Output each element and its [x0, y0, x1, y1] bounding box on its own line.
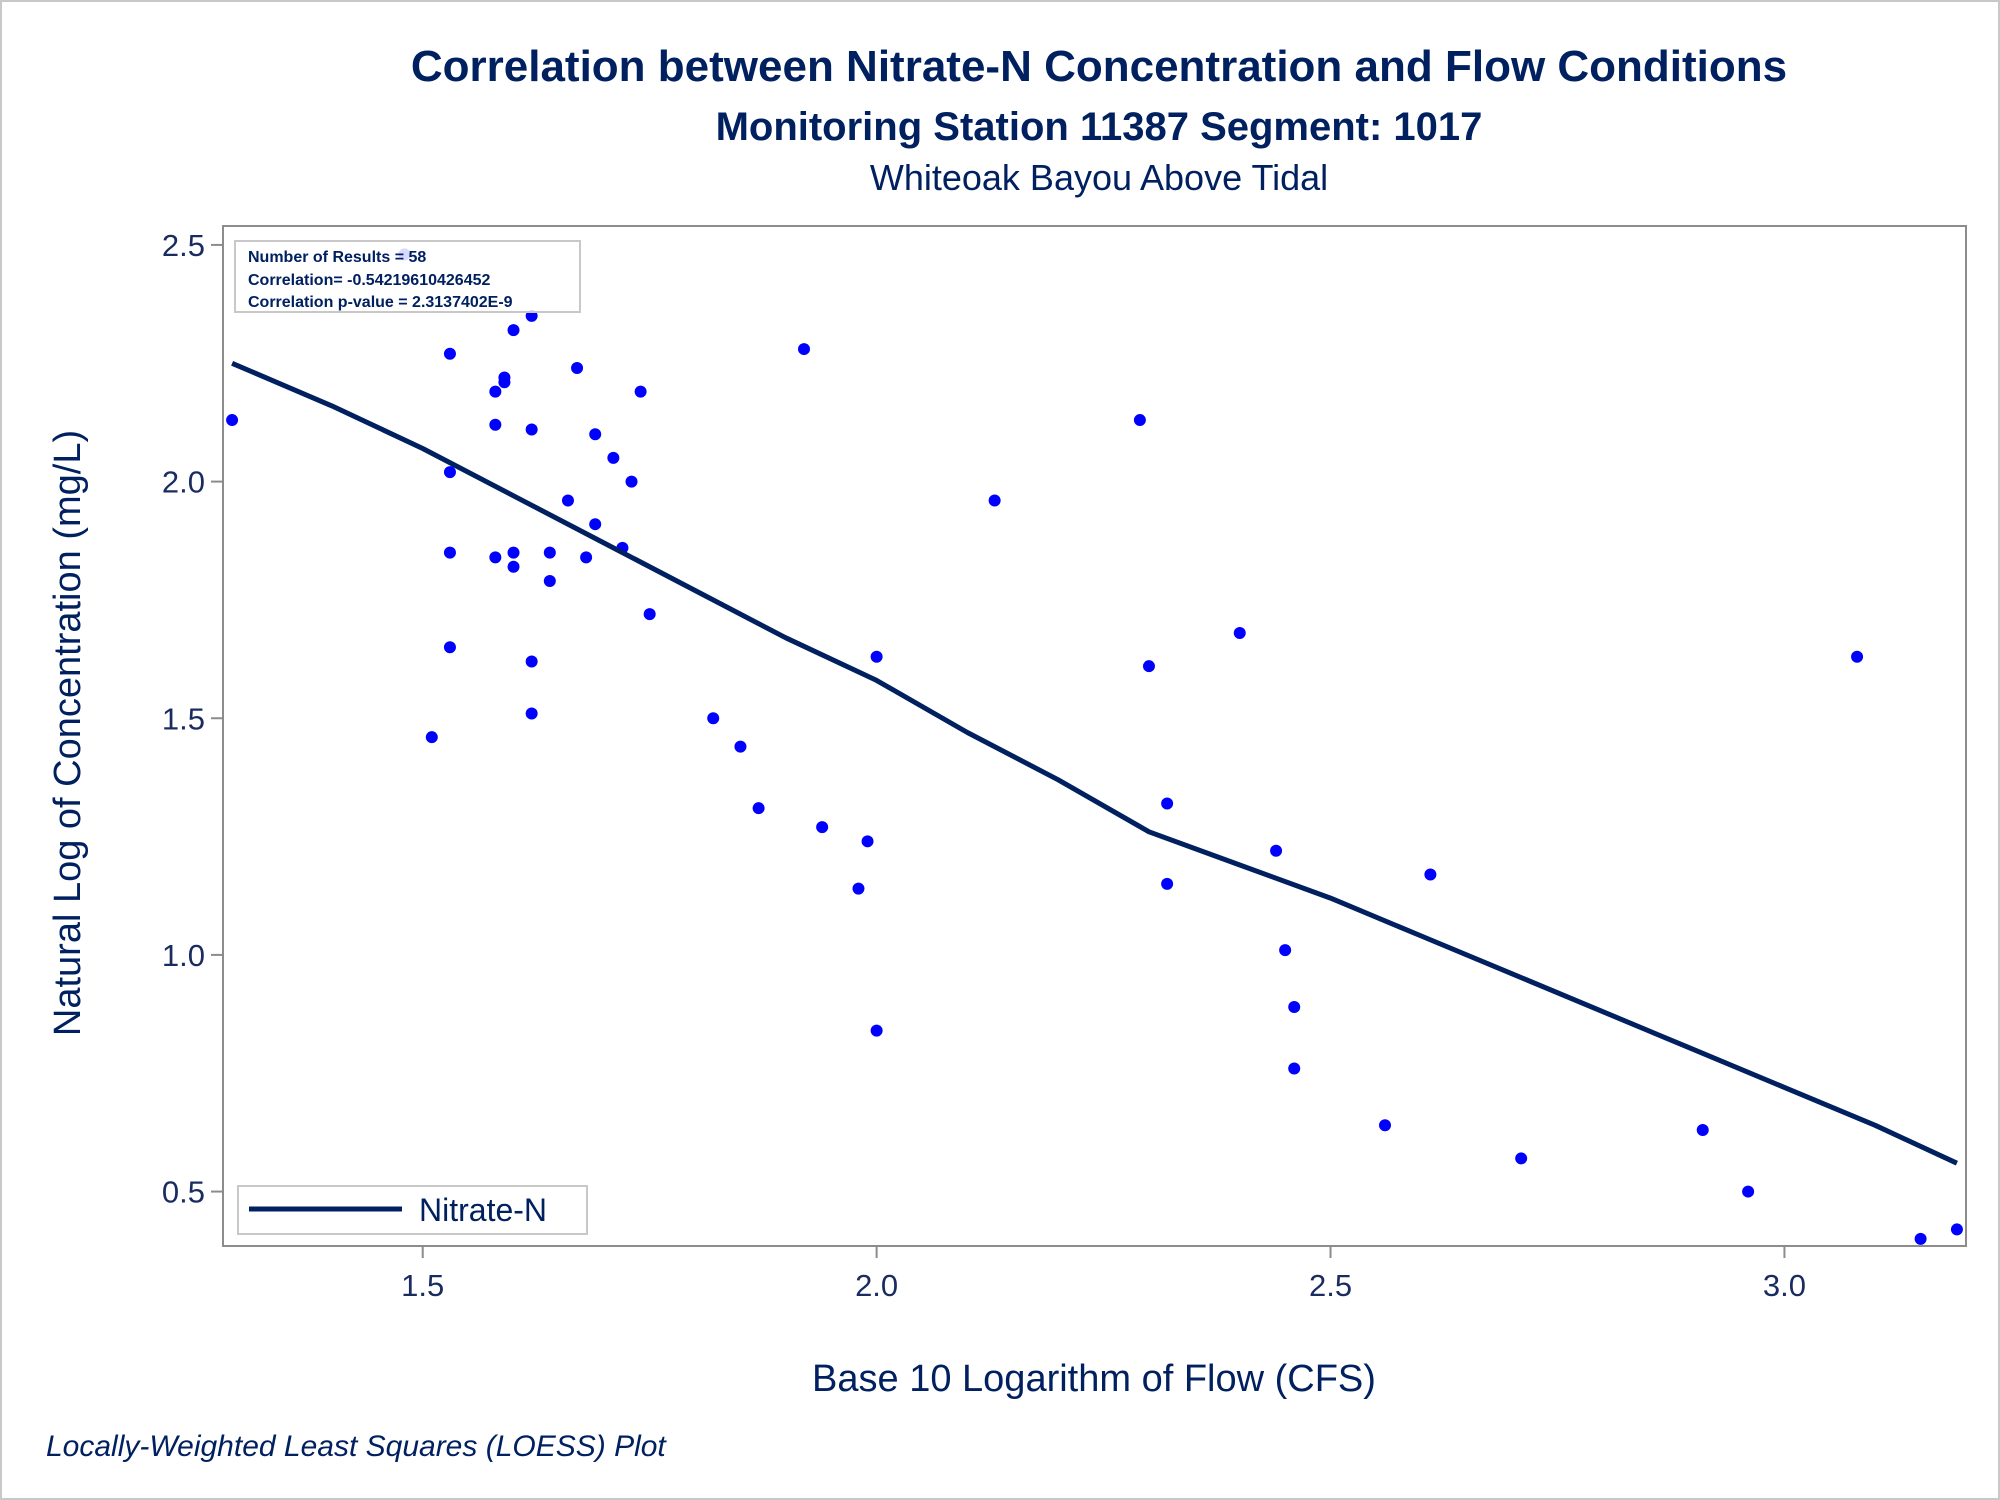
loess-fit-line: [231, 361, 1958, 1166]
data-point: [1696, 1124, 1709, 1137]
data-point: [498, 376, 511, 389]
y-tick-label: 1.5: [162, 701, 205, 736]
data-point: [525, 423, 538, 436]
data-point: [226, 414, 239, 427]
data-point: [443, 546, 456, 559]
x-tick-label: 3.0: [1763, 1268, 1806, 1303]
chart-title: Correlation between Nitrate-N Concentrat…: [411, 42, 1787, 91]
data-point: [625, 475, 638, 488]
y-axis: 0.5 1.0 1.5 2.0 2.5: [162, 228, 223, 1210]
y-tick-label: 2.0: [162, 465, 205, 500]
stats-box-frame: [234, 240, 581, 313]
stats-p-value: Correlation p-value = 2.3137402E-9: [248, 294, 513, 311]
data-point: [589, 518, 602, 531]
stats-box: Number of Results = 58 Correlation= -0.5…: [234, 240, 581, 313]
data-point: [489, 385, 502, 398]
legend-label: Nitrate-N: [419, 1192, 547, 1228]
data-point: [852, 882, 865, 895]
data-point: [1515, 1152, 1528, 1165]
data-point: [525, 707, 538, 720]
data-point: [1133, 414, 1146, 427]
data-point: [443, 466, 456, 479]
data-point: [1142, 660, 1155, 673]
x-tick-label: 2.0: [855, 1268, 898, 1303]
scatter-points: [226, 248, 1963, 1245]
data-point: [543, 574, 556, 587]
data-point: [816, 821, 829, 834]
data-point: [425, 731, 438, 744]
data-point: [870, 1024, 883, 1037]
data-point: [443, 347, 456, 360]
stats-result-count: Number of Results = 58: [248, 249, 426, 266]
data-point: [589, 428, 602, 441]
data-point: [507, 546, 520, 559]
x-axis: 1.5 2.0 2.5 3.0: [401, 1246, 1806, 1303]
data-point: [607, 451, 620, 464]
x-tick-label: 1.5: [401, 1268, 444, 1303]
data-point: [1950, 1223, 1963, 1236]
data-point: [643, 608, 656, 621]
chart-subtitle: Monitoring Station 11387 Segment: 1017: [716, 105, 1483, 149]
x-axis-label: Base 10 Logarithm of Flow (CFS): [812, 1358, 1376, 1400]
data-point: [1233, 627, 1246, 640]
data-point: [707, 712, 720, 725]
data-point: [734, 740, 747, 753]
data-point: [988, 494, 1001, 507]
stats-correlation: Correlation= -0.54219610426452: [248, 272, 490, 289]
data-point: [525, 655, 538, 668]
data-point: [571, 361, 584, 374]
data-point: [580, 551, 593, 564]
data-point: [443, 641, 456, 654]
y-tick-label: 1.0: [162, 938, 205, 973]
data-point: [561, 494, 574, 507]
data-point: [1742, 1185, 1755, 1198]
y-tick-label: 0.5: [162, 1175, 205, 1210]
data-point: [798, 343, 810, 356]
data-point: [1288, 1000, 1301, 1013]
data-point: [507, 324, 520, 337]
data-point: [861, 835, 874, 848]
chart-subtitle-location: Whiteoak Bayou Above Tidal: [870, 157, 1328, 198]
data-point: [1161, 797, 1174, 810]
data-point: [1914, 1232, 1927, 1245]
data-point: [507, 560, 520, 573]
data-point: [752, 802, 765, 815]
data-point: [634, 385, 647, 398]
data-point: [1279, 944, 1292, 957]
data-point: [543, 546, 556, 559]
data-point: [1424, 868, 1437, 881]
data-point: [1379, 1119, 1391, 1132]
data-point: [489, 551, 502, 564]
plot-area-frame: [222, 225, 1967, 1247]
data-point: [489, 418, 502, 431]
data-point: [1288, 1062, 1301, 1075]
x-tick-label: 2.5: [1309, 1268, 1352, 1303]
y-tick-label: 2.5: [162, 228, 205, 263]
data-point: [1270, 844, 1283, 857]
data-point: [870, 650, 883, 663]
data-point: [1161, 877, 1174, 890]
legend: Nitrate-N: [237, 1185, 588, 1235]
data-point: [1851, 650, 1864, 663]
chart-footnote: Locally-Weighted Least Squares (LOESS) P…: [46, 1430, 667, 1463]
y-axis-label: Natural Log of Concentration (mg/L): [47, 430, 89, 1036]
